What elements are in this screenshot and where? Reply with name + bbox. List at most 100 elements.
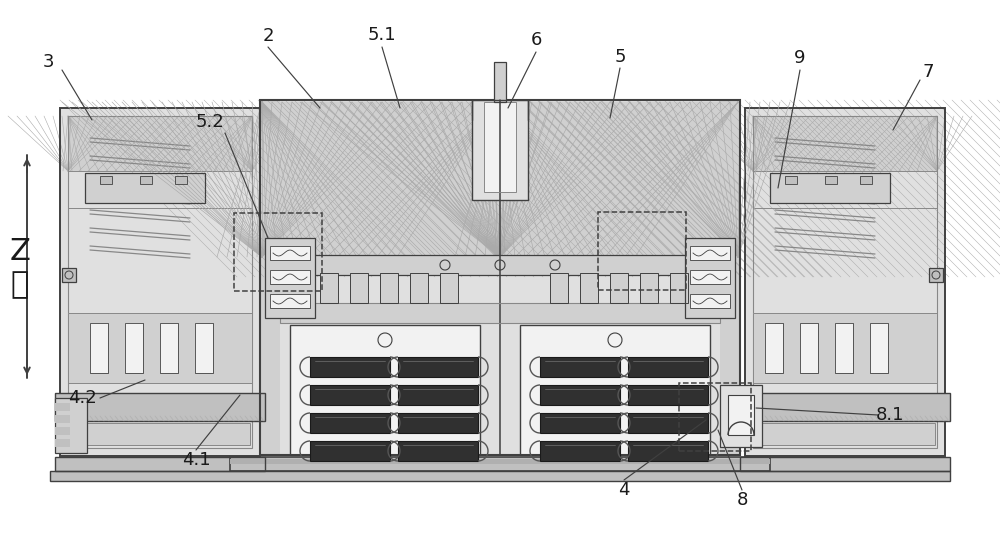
Bar bbox=[230, 459, 770, 464]
Bar bbox=[690, 294, 730, 308]
Bar bbox=[540, 357, 620, 377]
Bar bbox=[690, 246, 730, 260]
Text: 5.1: 5.1 bbox=[368, 26, 396, 44]
Text: 4.2: 4.2 bbox=[68, 389, 96, 407]
Bar bbox=[800, 323, 818, 373]
Text: 7: 7 bbox=[922, 63, 934, 81]
Bar bbox=[85, 173, 205, 203]
Bar bbox=[140, 176, 152, 184]
Bar bbox=[740, 393, 950, 421]
Bar bbox=[690, 270, 730, 284]
Bar bbox=[685, 238, 735, 318]
Bar bbox=[550, 273, 568, 303]
Bar bbox=[262, 102, 738, 257]
Bar bbox=[398, 413, 478, 433]
Bar bbox=[540, 413, 620, 433]
Bar bbox=[260, 100, 740, 455]
Text: 9: 9 bbox=[794, 49, 806, 67]
Bar bbox=[62, 268, 76, 282]
Bar bbox=[265, 238, 315, 318]
Bar bbox=[785, 176, 797, 184]
Bar bbox=[540, 413, 620, 433]
Bar bbox=[740, 393, 950, 421]
Bar bbox=[540, 441, 620, 461]
Bar bbox=[100, 176, 112, 184]
Bar bbox=[55, 457, 265, 471]
Bar bbox=[280, 303, 720, 323]
Text: 6: 6 bbox=[530, 31, 542, 49]
Bar bbox=[320, 273, 338, 303]
Bar bbox=[68, 208, 252, 308]
Bar bbox=[753, 313, 937, 383]
Bar bbox=[690, 270, 730, 284]
Bar bbox=[160, 323, 178, 373]
Bar bbox=[175, 176, 187, 184]
Bar bbox=[860, 176, 872, 184]
Bar bbox=[380, 273, 398, 303]
Bar bbox=[125, 323, 143, 373]
Bar bbox=[540, 357, 620, 377]
Bar bbox=[835, 323, 853, 373]
Bar bbox=[755, 423, 935, 445]
Bar bbox=[270, 294, 310, 308]
Bar bbox=[55, 439, 70, 447]
Bar bbox=[640, 273, 658, 303]
Bar bbox=[610, 273, 628, 303]
Bar bbox=[234, 213, 322, 291]
Bar bbox=[520, 325, 710, 455]
Bar bbox=[70, 423, 250, 445]
Bar bbox=[540, 385, 620, 405]
Bar bbox=[398, 385, 478, 405]
Text: 8.1: 8.1 bbox=[876, 406, 904, 424]
Bar bbox=[628, 441, 708, 461]
Bar bbox=[860, 176, 872, 184]
Bar bbox=[440, 273, 458, 303]
Bar bbox=[753, 208, 937, 308]
Bar bbox=[825, 176, 837, 184]
Bar bbox=[628, 413, 708, 433]
Bar bbox=[628, 413, 708, 433]
Bar bbox=[520, 325, 710, 455]
Bar bbox=[280, 255, 720, 275]
Bar bbox=[230, 457, 770, 471]
Bar bbox=[60, 108, 260, 456]
Bar bbox=[580, 273, 598, 303]
Bar bbox=[670, 273, 688, 303]
Bar bbox=[280, 303, 720, 323]
Bar bbox=[753, 116, 937, 448]
Bar bbox=[484, 102, 516, 192]
Bar bbox=[320, 273, 338, 303]
Bar bbox=[310, 385, 390, 405]
Text: 4.1: 4.1 bbox=[182, 451, 210, 469]
Bar bbox=[270, 294, 310, 308]
Bar bbox=[310, 385, 390, 405]
Bar bbox=[770, 173, 890, 203]
Bar bbox=[68, 313, 252, 383]
Bar bbox=[68, 116, 252, 448]
Bar bbox=[398, 385, 478, 405]
Bar bbox=[720, 100, 740, 455]
Bar bbox=[55, 415, 70, 423]
Bar bbox=[785, 176, 797, 184]
Bar bbox=[68, 116, 252, 171]
Bar bbox=[690, 246, 730, 260]
Bar bbox=[230, 457, 770, 471]
Bar bbox=[835, 323, 853, 373]
Text: 4: 4 bbox=[618, 481, 630, 499]
Bar bbox=[580, 273, 598, 303]
Bar bbox=[685, 238, 735, 318]
Bar bbox=[160, 323, 178, 373]
Bar bbox=[679, 383, 751, 451]
Bar bbox=[540, 385, 620, 405]
Bar bbox=[55, 393, 265, 421]
Bar bbox=[290, 325, 480, 455]
Bar bbox=[140, 176, 152, 184]
Bar bbox=[290, 325, 480, 455]
Bar bbox=[270, 270, 310, 284]
Bar bbox=[380, 273, 398, 303]
Text: 3: 3 bbox=[42, 53, 54, 71]
Bar bbox=[260, 100, 740, 455]
Bar bbox=[398, 441, 478, 461]
Bar bbox=[670, 273, 688, 303]
Bar bbox=[640, 273, 658, 303]
